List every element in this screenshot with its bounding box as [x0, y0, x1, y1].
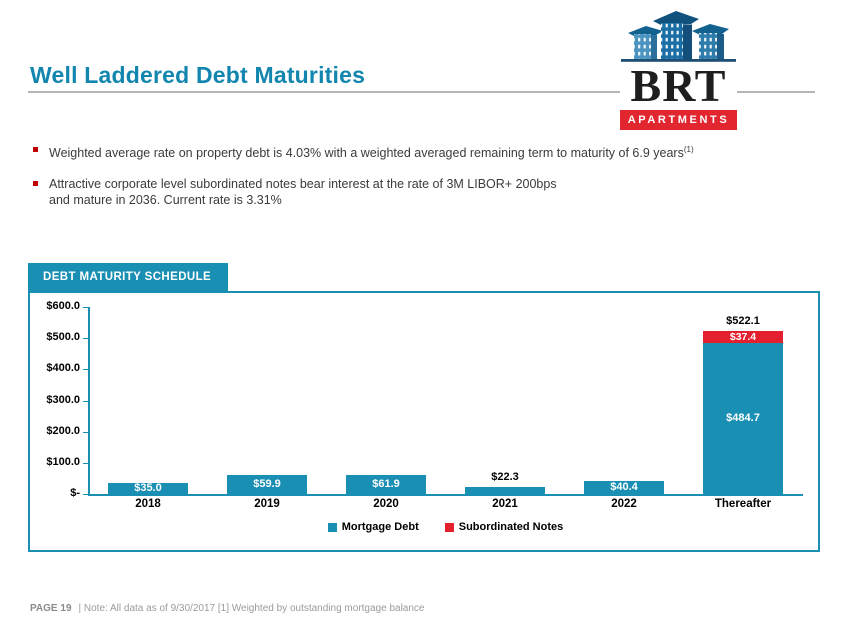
- mortgage-debt-bar: [465, 487, 545, 494]
- bar-value-label: $61.9: [372, 478, 400, 490]
- bar-value-label: $59.9: [253, 478, 281, 490]
- bullet-2-line-1: Attractive corporate level subordinated …: [49, 177, 557, 191]
- legend-swatch-icon: [444, 522, 454, 532]
- brt-apartments-logo: BRT APARTMENTS: [620, 8, 737, 130]
- legend-item: Subordinated Notes: [444, 521, 564, 533]
- x-axis-category-label: 2018: [135, 498, 161, 510]
- legend-label: Mortgage Debt: [341, 521, 419, 533]
- y-axis-tick-label: $200.0: [46, 424, 80, 437]
- x-axis-category-label: 2020: [373, 498, 399, 510]
- bar-total-label: $522.1: [726, 315, 760, 327]
- bullet-1-text: Weighted average rate on property debt i…: [49, 146, 684, 161]
- legend-item: Mortgage Debt: [327, 521, 419, 533]
- page-title: Well Laddered Debt Maturities: [30, 62, 366, 88]
- y-axis-tick-label: $-: [70, 487, 80, 499]
- mortgage-debt-bar: [584, 481, 664, 494]
- y-axis-tick-label: $100.0: [46, 455, 80, 468]
- bullet-square-icon: [33, 181, 38, 186]
- footer-note: | Note: All data as of 9/30/2017 [1] Wei…: [78, 603, 425, 614]
- y-axis-tick-mark: [83, 494, 88, 495]
- bar-value-label: $40.4: [610, 481, 638, 493]
- x-axis-baseline: [88, 494, 803, 496]
- footer: PAGE 19 | Note: All data as of 9/30/2017 …: [30, 603, 424, 614]
- bullet-square-icon: [33, 147, 38, 152]
- y-axis-tick-label: $500.0: [46, 331, 80, 344]
- bullet-weighted-average: Weighted average rate on property debt i…: [33, 142, 823, 161]
- chart-header-tab: DEBT MATURITY SCHEDULE: [28, 263, 228, 291]
- y-axis-tick-mark: [83, 431, 88, 433]
- logo-banner: APARTMENTS: [620, 110, 737, 130]
- y-axis-tick-label: $400.0: [46, 362, 80, 375]
- brt-buildings-icon: [621, 11, 736, 62]
- logo-name: BRT: [630, 60, 727, 111]
- x-axis-category-label: 2019: [254, 498, 280, 510]
- bar-value-label: $22.3: [491, 471, 519, 483]
- y-axis-tick-mark: [83, 307, 88, 308]
- bullet-2-line-2: and mature in 2036. Current rate is 3.31…: [49, 193, 282, 207]
- y-axis-tick-label: $300.0: [46, 393, 80, 406]
- bar-value-label: $484.7: [726, 412, 760, 424]
- x-axis-category-label: 2022: [611, 498, 637, 510]
- mortgage-debt-bar: [703, 343, 783, 494]
- chart-container: $600.0 $500.0 $400.0 $300.0 $200.0 $100.0 $- $3…: [28, 291, 820, 552]
- mortgage-debt-bar: [227, 475, 307, 494]
- x-axis-category-label: Thereafter: [714, 498, 772, 510]
- mortgage-debt-bar: [346, 475, 426, 494]
- y-axis-tick-label: $600.0: [46, 300, 80, 312]
- y-axis-tick-mark: [83, 338, 88, 340]
- y-axis-line: [88, 307, 90, 496]
- bar-value-label: $35.0: [134, 482, 162, 494]
- x-axis-category-label: 2021: [492, 498, 518, 510]
- subordinated-notes-bar: [703, 331, 783, 343]
- mortgage-debt-bar: [108, 483, 188, 494]
- chart-legend: Mortgage Debt Subordinated Notes: [88, 521, 803, 533]
- footnote-superscript: (1): [683, 145, 694, 154]
- y-axis-tick-mark: [83, 462, 88, 464]
- page-number: PAGE 19: [30, 603, 72, 614]
- plot-area: $600.0 $500.0 $400.0 $300.0 $200.0 $100.0 $- $3…: [30, 293, 818, 550]
- legend-swatch-icon: [327, 522, 337, 532]
- bullet-text: Attractive corporate level subordinated …: [49, 176, 557, 208]
- bullet-text: Weighted average rate on property debt i…: [49, 142, 694, 161]
- bullet-subordinated-notes: Attractive corporate level subordinated …: [33, 176, 823, 208]
- y-axis-tick-mark: [83, 369, 88, 371]
- title-divider: [28, 91, 815, 93]
- bar-value-label: $37.4: [729, 331, 757, 343]
- y-axis-tick-mark: [83, 400, 88, 402]
- legend-label: Subordinated Notes: [458, 521, 564, 533]
